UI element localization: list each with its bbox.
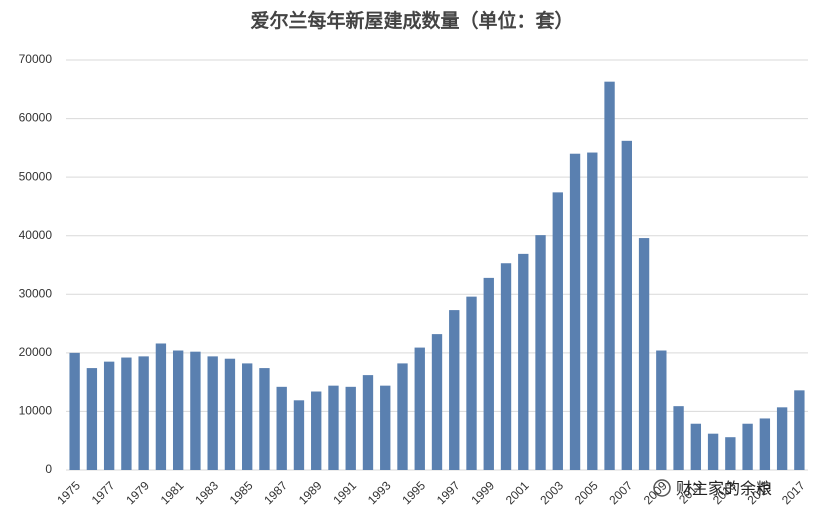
bar [190, 351, 201, 470]
bar [86, 368, 98, 470]
bar [276, 386, 287, 470]
bar [345, 386, 356, 470]
bar [103, 361, 115, 470]
bar [535, 235, 546, 470]
x-tick-label: 2005 [572, 478, 601, 507]
bar [311, 391, 322, 470]
bar [656, 350, 667, 470]
y-tick-label: 70000 [19, 52, 53, 66]
x-tick-label: 1981 [158, 478, 187, 507]
bar [414, 347, 425, 470]
bar [638, 238, 650, 470]
x-tick-label: 1989 [296, 478, 325, 507]
bar [172, 350, 184, 470]
y-tick-label: 0 [45, 462, 52, 476]
bar [138, 356, 149, 470]
x-tick-label: 2003 [537, 478, 566, 507]
bar [207, 356, 218, 470]
bar [604, 81, 615, 471]
bar [707, 433, 719, 470]
bar [431, 334, 443, 470]
x-tick-label: 1977 [89, 478, 118, 507]
x-tick-label: 1987 [261, 478, 290, 507]
bar [397, 363, 408, 470]
bar [242, 363, 253, 470]
bar [552, 192, 563, 470]
bar [673, 406, 684, 470]
y-tick-label: 40000 [19, 228, 53, 242]
bar [725, 437, 736, 470]
watermark: 财主家的余粮 [676, 479, 772, 498]
y-tick-label: 10000 [19, 404, 53, 418]
bar [759, 418, 771, 470]
bar [569, 153, 581, 470]
x-tick-label: 1995 [399, 478, 428, 507]
bar [121, 357, 132, 470]
x-tick-label: 1983 [192, 478, 221, 507]
x-tick-label: 1999 [468, 478, 497, 507]
x-tick-label: 1975 [54, 478, 83, 507]
bar [259, 368, 270, 470]
x-tick-label: 1985 [227, 478, 256, 507]
bar [449, 310, 460, 470]
y-tick-label: 30000 [19, 286, 53, 300]
bar [500, 263, 512, 470]
x-tick-label: 1991 [330, 478, 359, 507]
bar [483, 277, 494, 470]
x-tick-label: 1979 [123, 478, 152, 507]
bar [155, 343, 167, 470]
y-tick-label: 50000 [19, 169, 53, 183]
x-tick-label: 1993 [365, 478, 394, 507]
bar [587, 152, 598, 471]
bar [776, 407, 788, 470]
chart-title: 爱尔兰每年新屋建成数量（单位：套） [250, 9, 573, 32]
bar [518, 253, 529, 470]
bar [362, 375, 374, 470]
bar [328, 385, 339, 470]
bar [794, 390, 805, 470]
x-tick-label: 1997 [434, 478, 463, 507]
watermark-icon [653, 479, 671, 497]
bar [380, 385, 391, 470]
y-tick-label: 60000 [19, 111, 53, 125]
bar [690, 423, 702, 470]
bar [224, 358, 236, 470]
bar [742, 423, 753, 470]
x-tick-label: 2017 [779, 478, 808, 507]
bar [69, 352, 80, 470]
bar [466, 296, 477, 470]
x-tick-label: 2007 [606, 478, 635, 507]
bar [293, 400, 305, 470]
x-tick-label: 2001 [503, 478, 532, 507]
y-tick-label: 20000 [19, 345, 53, 359]
bar [621, 140, 632, 471]
